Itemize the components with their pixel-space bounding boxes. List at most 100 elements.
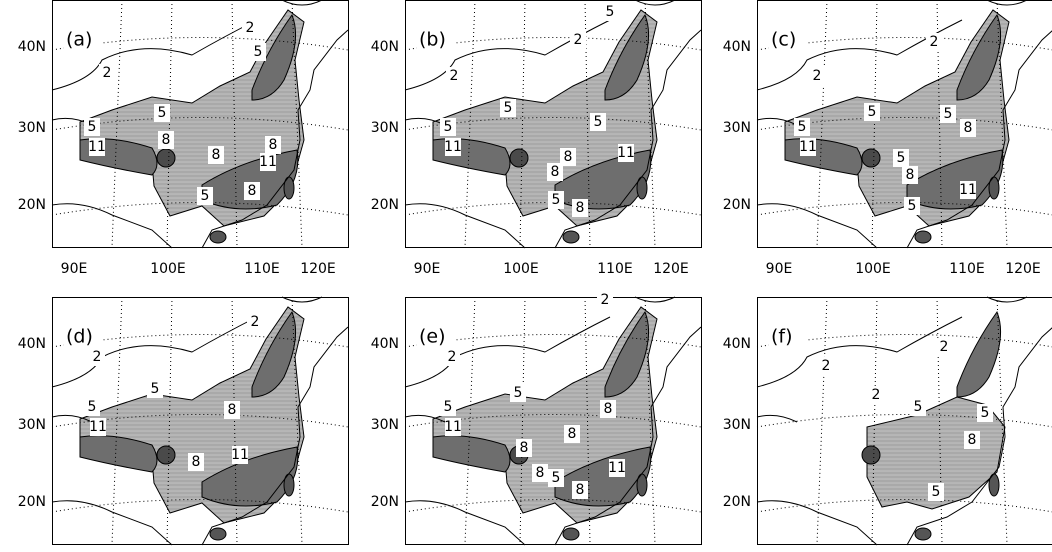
lon-label: 110E bbox=[949, 261, 985, 277]
panel-label: (a) bbox=[66, 29, 92, 51]
contour-label: 5 bbox=[504, 100, 513, 116]
lat-label: 40N bbox=[18, 336, 46, 352]
dark-core bbox=[157, 446, 175, 464]
contour-label: 11 bbox=[88, 139, 106, 155]
contour-label: 8 bbox=[520, 440, 529, 456]
contour-label: 2 bbox=[872, 387, 881, 403]
contour-label: 11 bbox=[959, 182, 977, 198]
contour-label: 5 bbox=[254, 44, 263, 60]
contour-label: 5 bbox=[606, 4, 615, 20]
lon-label: 110E bbox=[597, 261, 633, 277]
lat-label: 20N bbox=[723, 197, 751, 213]
contour-label: 5 bbox=[868, 104, 877, 120]
contour-label: 2 bbox=[448, 349, 457, 365]
contour-label: 11 bbox=[259, 154, 277, 170]
contour-label: 11 bbox=[608, 460, 626, 476]
lat-label: 20N bbox=[18, 197, 46, 213]
dark-core bbox=[157, 149, 175, 167]
contour-label: 5 bbox=[552, 192, 561, 208]
panel-label: (b) bbox=[419, 29, 446, 51]
figure: 52255118811858(a)40N30N20N90E100E110E120… bbox=[0, 0, 1052, 552]
contour-label: 2 bbox=[930, 34, 939, 50]
lon-label: 100E bbox=[503, 261, 539, 277]
contour-label: 8 bbox=[964, 120, 973, 136]
contour-label: 2 bbox=[813, 68, 822, 84]
contour-label: 8 bbox=[228, 402, 237, 418]
lat-label: 20N bbox=[371, 494, 399, 510]
contour-label: 2 bbox=[103, 65, 112, 81]
panel-label: (f) bbox=[771, 326, 793, 348]
contour-label: 5 bbox=[158, 105, 167, 121]
lat-label: 20N bbox=[371, 197, 399, 213]
contour-label: 8 bbox=[248, 183, 257, 199]
lon-label: 100E bbox=[150, 261, 186, 277]
page: 52255118811858(a)40N30N20N90E100E110E120… bbox=[0, 0, 1052, 552]
lat-label: 30N bbox=[18, 417, 46, 433]
contour-label: 8 bbox=[212, 147, 221, 163]
contour-label: 5 bbox=[944, 106, 953, 122]
contour-label: 5 bbox=[151, 381, 160, 397]
contour-label: 8 bbox=[604, 401, 613, 417]
contour-label: 11 bbox=[444, 139, 462, 155]
contour-label: 2 bbox=[450, 68, 459, 84]
hainan bbox=[210, 231, 226, 243]
lat-label: 40N bbox=[723, 39, 751, 55]
contour-label: 2 bbox=[93, 349, 102, 365]
contour-label: 11 bbox=[799, 139, 817, 155]
panel-label: (d) bbox=[66, 326, 93, 348]
contour-label: 11 bbox=[617, 145, 635, 161]
dark-core bbox=[510, 149, 528, 167]
hainan bbox=[563, 528, 579, 540]
contour-label: 8 bbox=[576, 200, 585, 216]
hainan bbox=[563, 231, 579, 243]
lat-label: 20N bbox=[18, 494, 46, 510]
panel-label: (e) bbox=[419, 326, 446, 348]
contour-label: 5 bbox=[897, 150, 906, 166]
graticule bbox=[872, 297, 877, 544]
lon-label: 120E bbox=[300, 261, 336, 277]
contour-label: 5 bbox=[444, 119, 453, 135]
lon-label: 90E bbox=[61, 261, 88, 277]
lat-label: 30N bbox=[18, 120, 46, 136]
contour-label: 8 bbox=[192, 454, 201, 470]
lat-label: 30N bbox=[371, 417, 399, 433]
contour-label: 11 bbox=[444, 419, 462, 435]
contour-label: 5 bbox=[201, 188, 210, 204]
lat-label: 20N bbox=[723, 494, 751, 510]
contour-label: 11 bbox=[231, 447, 249, 463]
map-panel: 52255115881158(b)40N30N20N90E100E110E120… bbox=[371, 0, 702, 277]
contour-label: 5 bbox=[552, 470, 561, 486]
contour-label: 5 bbox=[798, 119, 807, 135]
contour-label: 5 bbox=[88, 399, 97, 415]
contour-label: 8 bbox=[968, 432, 977, 448]
contour-label: 8 bbox=[576, 482, 585, 498]
contour-label: 5 bbox=[981, 405, 990, 421]
hainan bbox=[915, 231, 931, 243]
lat-label: 40N bbox=[18, 39, 46, 55]
lon-label: 120E bbox=[1005, 261, 1041, 277]
lon-label: 90E bbox=[414, 261, 441, 277]
contour-label: 5 bbox=[908, 198, 917, 214]
contour-label: 2 bbox=[574, 32, 583, 48]
map-panel: 2225585(f)40N30N20N90E100E110E120E bbox=[723, 297, 1052, 552]
lat-label: 30N bbox=[371, 120, 399, 136]
contour-label: 8 bbox=[536, 465, 545, 481]
contour-label: 5 bbox=[444, 399, 453, 415]
contour-label: 2 bbox=[822, 358, 831, 374]
hainan bbox=[915, 528, 931, 540]
contour-label: 8 bbox=[564, 149, 573, 165]
lat-label: 30N bbox=[723, 417, 751, 433]
contour-label: 8 bbox=[269, 137, 278, 153]
graticule bbox=[817, 297, 827, 544]
contour-label: 2 bbox=[251, 314, 260, 330]
lat-label: 40N bbox=[723, 336, 751, 352]
dark-core bbox=[862, 446, 880, 464]
lat-label: 40N bbox=[371, 39, 399, 55]
contour-label: 5 bbox=[932, 484, 941, 500]
contour-label: 5 bbox=[514, 385, 523, 401]
dark-core bbox=[862, 149, 880, 167]
contour-label: 2 bbox=[246, 20, 255, 36]
lon-label: 90E bbox=[766, 261, 793, 277]
